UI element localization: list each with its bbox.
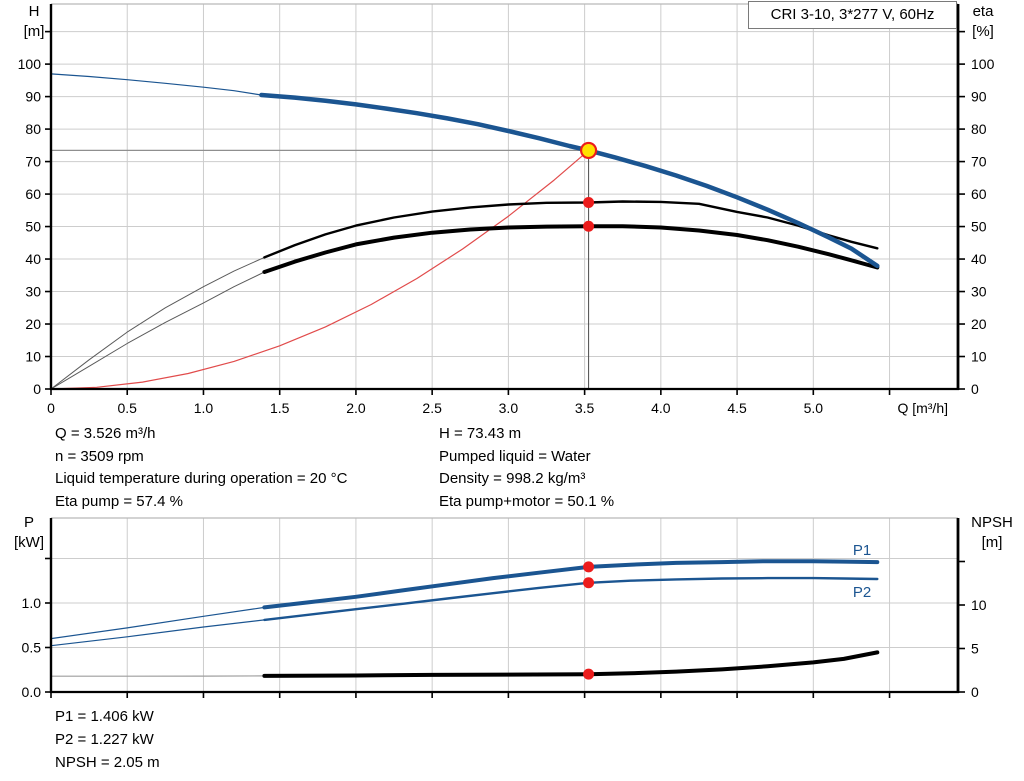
left-tick-label: 80 bbox=[25, 121, 41, 137]
p1-series-label: P1 bbox=[853, 542, 871, 559]
eta-pump-duty-dot bbox=[583, 197, 595, 209]
x-axis-title: Q [m³/h] bbox=[897, 400, 948, 416]
right-tick-label: 0 bbox=[971, 684, 979, 700]
annotation-pumped-liquid: Pumped liquid = Water bbox=[439, 447, 591, 465]
right-tick-label: 100 bbox=[971, 56, 995, 72]
x-tick-label: 2.0 bbox=[346, 400, 366, 416]
right-tick-label: 50 bbox=[971, 219, 987, 235]
eta-axis-label-symbol: eta bbox=[972, 3, 994, 20]
left-tick-label: 0.0 bbox=[22, 684, 42, 700]
left-tick-label: 90 bbox=[25, 89, 41, 105]
duty-annotations-left: Q = 3.526 m³/h n = 3509 rpm Liquid tempe… bbox=[55, 423, 347, 514]
annotation-density: Density = 998.2 kg/m³ bbox=[439, 470, 586, 488]
head-axis-label: H [m] bbox=[12, 2, 56, 42]
x-tick-label: 5.0 bbox=[804, 400, 824, 416]
right-tick-label: 40 bbox=[971, 251, 987, 267]
right-tick-label: 60 bbox=[971, 186, 987, 202]
annotation-speed: n = 3509 rpm bbox=[55, 447, 144, 465]
p1-curve-extrapolated bbox=[50, 606, 265, 640]
left-tick-label: 0 bbox=[33, 381, 41, 397]
x-tick-label: 0 bbox=[47, 400, 55, 416]
left-tick-label: 70 bbox=[25, 154, 41, 170]
npsh-duty-dot bbox=[583, 668, 595, 680]
right-tick-label: 10 bbox=[971, 349, 987, 365]
left-tick-label: 20 bbox=[25, 316, 41, 332]
left-tick-label: 40 bbox=[25, 251, 41, 267]
left-tick-label: 1.0 bbox=[22, 595, 42, 611]
eta-pump-extrapolated bbox=[50, 256, 265, 390]
p2-duty-dot bbox=[583, 577, 595, 589]
annotation-liquid-temperature: Liquid temperature during operation = 20… bbox=[55, 470, 348, 488]
right-tick-label: 10 bbox=[971, 597, 987, 613]
head-curve bbox=[259, 92, 880, 269]
right-tick-label: 90 bbox=[971, 89, 987, 105]
power-annotations: P1 = 1.406 kW P2 = 1.227 kW NPSH = 2.05 … bbox=[55, 705, 160, 774]
annotation-eta-pump-motor: Eta pump+motor = 50.1 % bbox=[439, 493, 615, 511]
right-tick-label: 30 bbox=[971, 284, 987, 300]
x-tick-label: 3.5 bbox=[575, 400, 595, 416]
power-axis-label-unit: [kW] bbox=[14, 534, 44, 551]
right-tick-label: 5 bbox=[971, 641, 979, 657]
head-curve-extrapolated bbox=[50, 73, 262, 96]
x-tick-label: 1.5 bbox=[270, 400, 290, 416]
npsh-axis-label-symbol: NPSH bbox=[971, 514, 1013, 531]
p2-series-label: P2 bbox=[853, 584, 871, 601]
duty-point-marker[interactable] bbox=[579, 141, 598, 160]
annotation-npsh: NPSH = 2.05 m bbox=[55, 754, 160, 771]
eta-axis-label-unit: [%] bbox=[972, 23, 994, 40]
x-tick-label: 4.0 bbox=[651, 400, 671, 416]
eta-pump-motor-duty-dot bbox=[583, 220, 595, 232]
annotation-head: H = 73.43 m bbox=[439, 425, 522, 442]
right-tick-label: 70 bbox=[971, 154, 987, 170]
annotation-p2: P2 = 1.227 kW bbox=[55, 731, 154, 748]
left-tick-label: 10 bbox=[25, 349, 41, 365]
npsh-axis-label: NPSH [m] bbox=[962, 513, 1022, 553]
left-tick-label: 60 bbox=[25, 186, 41, 202]
right-tick-label: 0 bbox=[971, 381, 979, 397]
annotation-p1: P1 = 1.406 kW bbox=[55, 708, 154, 725]
right-tick-label: 20 bbox=[971, 316, 987, 332]
pump-title-text: CRI 3-10, 3*277 V, 60Hz bbox=[770, 6, 935, 23]
npsh-axis-label-unit: [m] bbox=[981, 534, 1003, 551]
duty-annotations-right: H = 73.43 m Pumped liquid = Water Densit… bbox=[439, 423, 614, 514]
x-tick-label: 4.5 bbox=[727, 400, 747, 416]
head-axis-label-unit: [m] bbox=[23, 23, 45, 40]
npsh-curve bbox=[262, 650, 880, 678]
left-tick-label: 50 bbox=[25, 219, 41, 235]
head-axis-label-symbol: H bbox=[28, 3, 40, 20]
x-tick-label: 3.0 bbox=[499, 400, 519, 416]
left-tick-label: 0.5 bbox=[22, 639, 42, 655]
system-curve bbox=[50, 149, 590, 390]
eta-axis-label: eta [%] bbox=[960, 2, 1006, 42]
p2-curve-extrapolated bbox=[50, 619, 265, 647]
x-tick-label: 2.5 bbox=[422, 400, 442, 416]
x-tick-label: 1.0 bbox=[194, 400, 214, 416]
pump-title-box: CRI 3-10, 3*277 V, 60Hz bbox=[748, 1, 957, 29]
eta-pump-motor-extrapolated bbox=[50, 271, 265, 390]
p1-duty-dot bbox=[583, 561, 595, 573]
power-axis-label: P [kW] bbox=[6, 513, 52, 553]
power-axis-label-symbol: P bbox=[23, 514, 34, 531]
right-tick-label: 80 bbox=[971, 121, 987, 137]
left-tick-label: 100 bbox=[18, 56, 42, 72]
left-tick-label: 30 bbox=[25, 284, 41, 300]
x-tick-label: 0.5 bbox=[117, 400, 137, 416]
annotation-flow: Q = 3.526 m³/h bbox=[55, 425, 156, 442]
annotation-eta-pump: Eta pump = 57.4 % bbox=[55, 493, 183, 511]
